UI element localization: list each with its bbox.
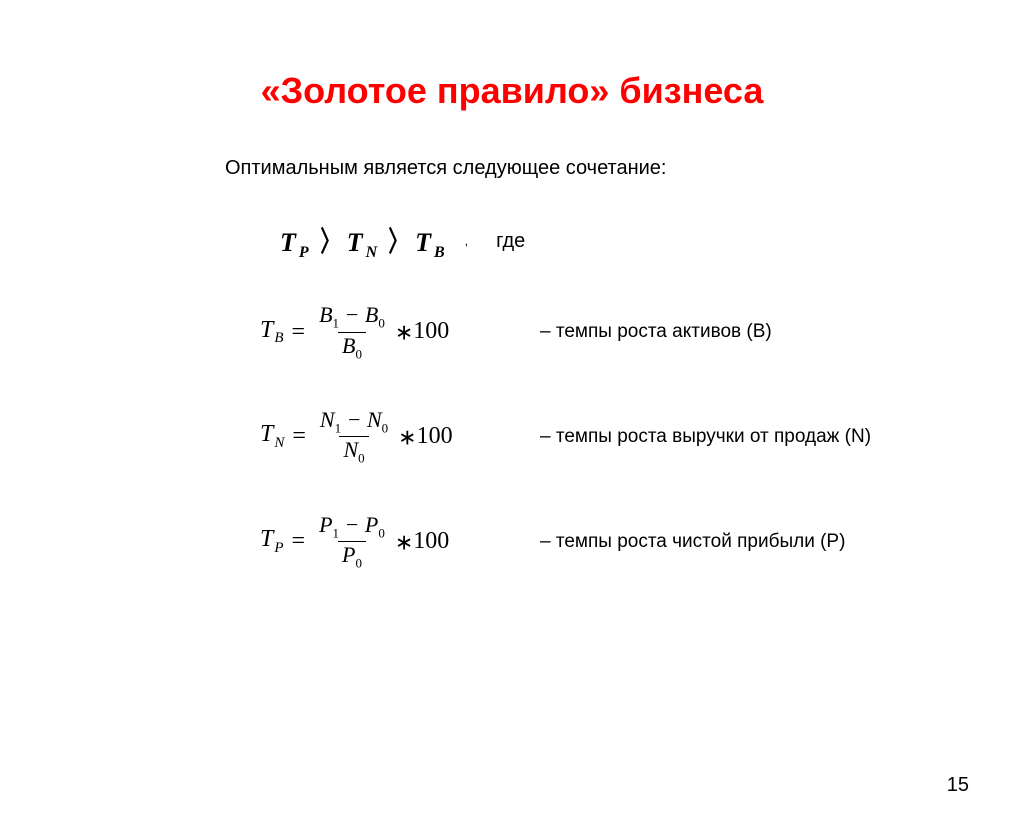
formula-tn: TN = N1 − N0 N0 ∗100 [260, 407, 520, 467]
inequality-formula: TP〉TN〉TB [280, 220, 450, 262]
formula-desc-p: – темпы роста чистой прибыли (Р) [540, 531, 845, 553]
slide-title: «Золотое правило» бизнеса [0, 70, 1024, 112]
formula-desc-n: – темпы роста выручки от продаж (N) [540, 426, 871, 448]
formula-row-n: TN = N1 − N0 N0 ∗100 – темпы роста выруч… [260, 407, 1024, 467]
inequality-row: TP〉TN〉TB , где [280, 220, 1024, 262]
formula-desc-b: – темпы роста активов (В) [540, 321, 772, 343]
page-number: 15 [947, 774, 969, 797]
slide-container: «Золотое правило» бизнеса Оптимальным яв… [0, 70, 1024, 837]
formula-row-b: TB = B1 − B0 B0 ∗100 – темпы роста актив… [260, 302, 1024, 362]
where-label: где [496, 230, 525, 253]
inequality-comma: , [465, 234, 468, 248]
formula-row-p: TP = P1 − P0 P0 ∗100 – темпы роста чисто… [260, 512, 1024, 572]
formula-tb: TB = B1 − B0 B0 ∗100 [260, 302, 520, 362]
slide-subtitle: Оптимальным является следующее сочетание… [225, 157, 1024, 180]
formula-tp: TP = P1 − P0 P0 ∗100 [260, 512, 520, 572]
